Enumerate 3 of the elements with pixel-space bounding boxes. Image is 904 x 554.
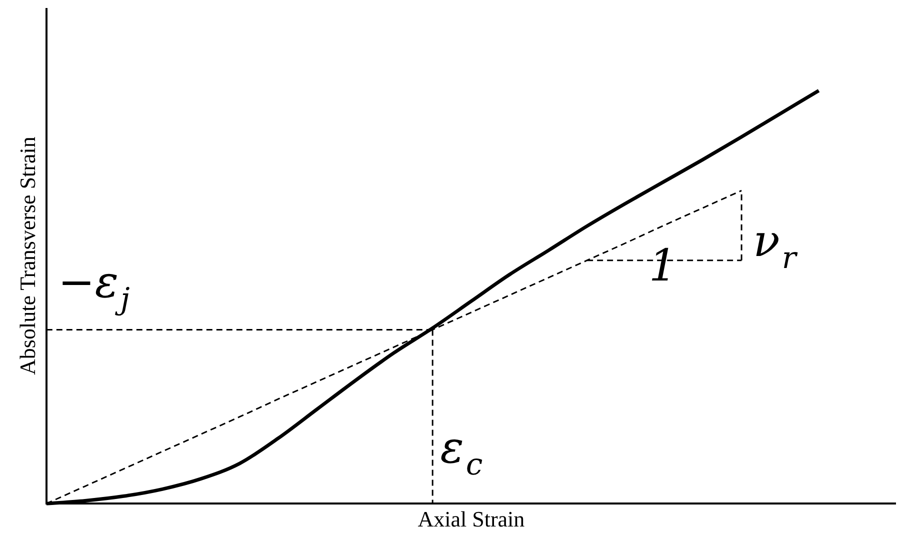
x-axis-title: Axial Strain (418, 506, 525, 532)
y-axis-title: Absolute Transverse Strain (14, 136, 40, 375)
annotation: 1 (648, 240, 677, 292)
